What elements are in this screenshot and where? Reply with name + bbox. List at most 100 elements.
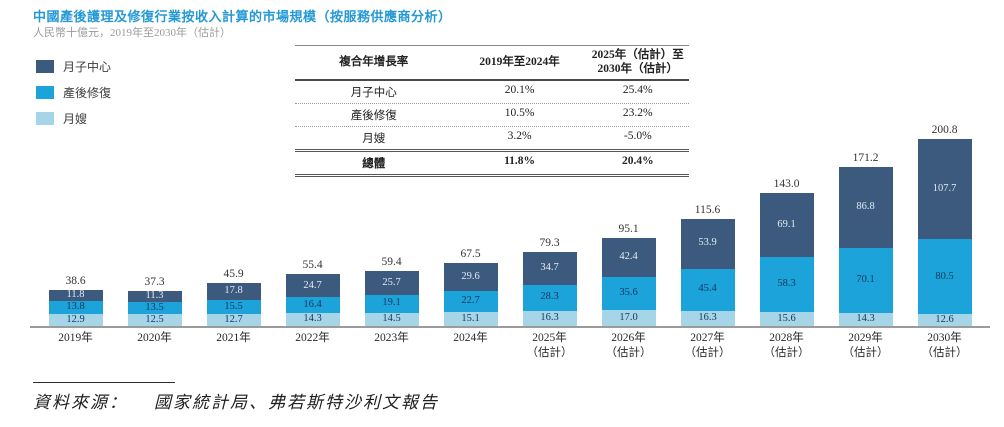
bar-segment-value: 34.7 (540, 262, 559, 274)
source-label: 資料來源： (33, 393, 128, 412)
bar-segment-產後修復: 80.5 (917, 239, 972, 315)
bar-segment-value: 15.1 (461, 312, 480, 324)
chart-subtitle: 人民幣十億元，2019年至2030年（估計） (33, 27, 231, 39)
x-axis-label-year: 2019年 (58, 332, 93, 344)
bar-segment-月嫂: 16.3 (680, 310, 735, 326)
x-axis-label: 2020年 (115, 331, 194, 361)
bar-segment-月子中心: 53.9 (680, 218, 735, 269)
bar-segment-value: 24.7 (303, 279, 322, 291)
x-axis-label-estimate: （估計） (605, 346, 652, 359)
bar-segment-月嫂: 17.0 (601, 310, 656, 326)
bar-segment-value: 58.3 (777, 278, 796, 290)
table-cell-value: 3.2% (507, 129, 532, 142)
bar-segment-value: 12.7 (224, 313, 243, 325)
x-axis-label: 2024年 (431, 331, 510, 361)
x-axis-label-estimate: （估計） (526, 346, 573, 359)
bar-segment-value: 17.0 (619, 311, 638, 323)
bar-segment-value: 12.5 (145, 313, 164, 325)
source-note: 資料來源： 國家統計局、弗若斯特沙利文報告 (33, 388, 439, 413)
bar-stack: 24.7 16.4 14.3 (285, 274, 340, 326)
bar-segment-月嫂: 12.7 (206, 313, 261, 326)
table-row: 月子中心 20.1% 25.4% (295, 81, 689, 103)
bar-segment-value: 13.8 (66, 301, 85, 313)
bar-stack: 107.7 80.5 12.6 (917, 139, 972, 326)
bar-total-label: 67.5 (460, 248, 481, 261)
cagr-table-body: 月子中心 20.1% 25.4% 產後修復 10.5% 23.2% 月嫂 3.2% -5.0% 總… (295, 81, 689, 174)
bar-segment-月子中心: 24.7 (285, 274, 340, 298)
cagr-col-header: 2025年（估計）至 2030年（估計） (591, 49, 684, 76)
bar-segment-value: 35.6 (619, 287, 638, 299)
bar-segment-value: 16.3 (698, 312, 717, 324)
bar-segment-產後修復: 70.1 (838, 247, 893, 313)
bar-segment-value: 15.5 (224, 300, 243, 312)
bar-stack: 29.6 22.7 15.1 (443, 263, 498, 326)
bar-segment-value: 70.1 (856, 273, 875, 285)
bar-segment-value: 42.4 (619, 251, 638, 263)
legend-swatch (36, 86, 54, 99)
x-axis-label-year: 2024年 (453, 332, 488, 344)
legend-label: 月嫂 (63, 112, 88, 126)
source-divider-line (33, 382, 175, 383)
bar-total-label: 95.1 (618, 222, 639, 235)
bar-stack: 42.4 35.6 17.0 (601, 237, 656, 326)
bar-segment-月子中心: 11.3 (127, 291, 182, 302)
bar-total-label: 38.6 (65, 275, 86, 288)
bar-segment-產後修復: 58.3 (759, 257, 814, 312)
x-axis-label: 2021年 (194, 331, 273, 361)
bar-segment-value: 14.3 (856, 313, 875, 325)
bar-segment-value: 45.4 (698, 283, 717, 295)
bar-segment-月嫂: 14.3 (285, 312, 340, 326)
bar-segment-value: 29.6 (461, 270, 480, 282)
cagr-col-header: 2019年至2024年 (479, 56, 560, 69)
x-axis-label-estimate: （估計） (763, 346, 810, 359)
bar-segment-月子中心: 86.8 (838, 166, 893, 248)
bar-segment-月嫂: 12.5 (127, 313, 182, 326)
bar-segment-產後修復: 13.5 (127, 301, 182, 315)
table-cell-value: 25.4% (622, 83, 653, 96)
x-axis-line (30, 326, 990, 328)
x-axis-label: 2028年 （估計） (747, 331, 826, 361)
bar-segment-月子中心: 25.7 (364, 270, 419, 295)
x-axis-label-estimate: （估計） (921, 346, 968, 359)
x-axis-label: 2029年 （估計） (826, 331, 905, 361)
x-axis-label: 2026年 （估計） (589, 331, 668, 361)
table-row: 總體 11.8% 20.4% (295, 148, 689, 174)
table-cell-value: 23.2% (622, 106, 653, 119)
bar-segment-value: 13.5 (145, 301, 164, 313)
bar-segment-value: 80.5 (935, 270, 954, 282)
bar-segment-月子中心: 107.7 (917, 139, 972, 240)
table-cell-label: 月嫂 (362, 132, 386, 145)
bar-total-label: 143.0 (773, 178, 800, 191)
bar-segment-產後修復: 13.8 (48, 301, 103, 315)
bar-segment-value: 53.9 (698, 237, 717, 249)
bar-segment-產後修復: 45.4 (680, 268, 735, 311)
bar-group: 59.4 25.7 19.1 14.5 (352, 110, 431, 326)
bar-segment-月嫂: 15.1 (443, 311, 498, 326)
cagr-table-header-row: 複合年增長率 2019年至2024年 2025年（估計）至 2030年（估計） (295, 46, 689, 81)
x-axis-label: 2019年 (36, 331, 115, 361)
bar-total-label: 37.3 (144, 276, 165, 289)
legend: 月子中心 產後修復 月嫂 (36, 58, 111, 127)
bar-total-label: 45.9 (223, 268, 244, 281)
x-axis-label: 2027年 （估計） (668, 331, 747, 361)
bar-segment-value: 15.6 (777, 312, 796, 324)
table-cell-label: 產後修復 (350, 109, 397, 122)
legend-item: 產後修復 (36, 84, 111, 101)
bar-stack: 25.7 19.1 14.5 (364, 270, 419, 326)
bar-stack: 53.9 45.4 16.3 (680, 218, 735, 326)
bar-segment-value: 22.7 (461, 295, 480, 307)
bar-segment-value: 12.9 (66, 313, 85, 325)
bar-segment-產後修復: 28.3 (522, 284, 577, 311)
bar-segment-月嫂: 14.3 (838, 312, 893, 326)
bar-segment-月嫂: 14.5 (364, 312, 419, 326)
legend-label: 產後修復 (63, 86, 112, 100)
bar-segment-產後修復: 16.4 (285, 297, 340, 313)
table-cell-value: 11.8% (504, 154, 536, 167)
bar-segment-月嫂: 15.6 (759, 311, 814, 326)
x-axis-label-year: 2030年 (927, 332, 962, 344)
page-title: 中國產後護理及修復行業按收入計算的市場規模（按服務供應商分析） (33, 9, 452, 24)
x-axis-label-year: 2021年 (216, 332, 251, 344)
x-axis-label-year: 2022年 (295, 332, 330, 344)
bar-total-label: 200.8 (931, 124, 958, 137)
bar-group: 45.9 17.8 15.5 12.7 (194, 110, 273, 326)
